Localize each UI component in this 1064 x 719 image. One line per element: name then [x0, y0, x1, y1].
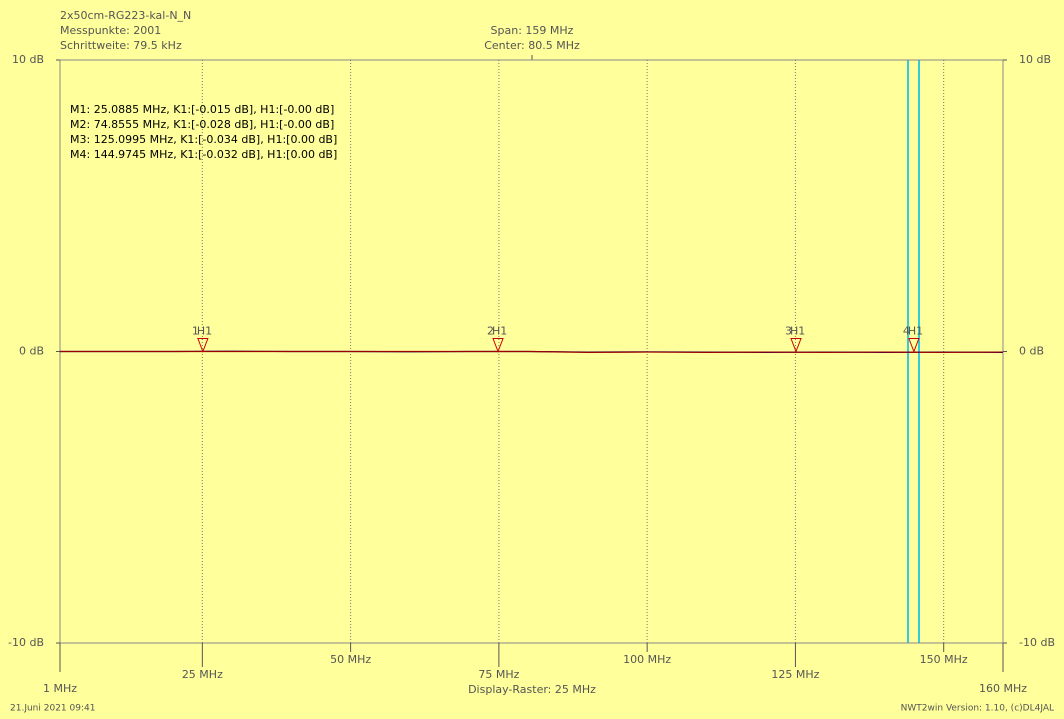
marker-info: M1: 25.0885 MHz, K1:[-0.015 dB], H1:[-0.…: [70, 103, 334, 116]
marker-info: M2: 74.8555 MHz, K1:[-0.028 dB], H1:[-0.…: [70, 118, 334, 131]
date: 21.Juni 2021 09:41: [10, 704, 95, 714]
marker: [908, 338, 920, 353]
marker-info: M4: 144.9745 MHz, K1:[-0.032 dB], H1:[0.…: [70, 148, 337, 161]
marker-label: 4: [903, 325, 910, 338]
marker-label: 2: [487, 325, 494, 338]
y-tick-label: 0 dB: [19, 345, 44, 358]
marker-trace: H1: [197, 325, 212, 338]
x-tick-label: 75 MHz: [478, 668, 519, 681]
x-tick-label: 150 MHz: [920, 653, 968, 666]
marker-label: 3: [785, 325, 792, 338]
info: Schrittweite: 79.5 kHz: [60, 39, 182, 52]
y2-tick-label: 0 dB: [1019, 345, 1044, 358]
span: Span: 159 MHz: [491, 24, 574, 37]
info: Messpunkte: 2001: [60, 24, 161, 37]
marker: [197, 338, 209, 353]
marker-trace: H1: [908, 325, 923, 338]
x-tick-label: 125 MHz: [771, 668, 819, 681]
y-tick-label: 10 dB: [12, 53, 44, 66]
version: NWT2win Version: 1.10, (c)DL4JAL: [901, 704, 1054, 714]
raster: Display-Raster: 25 MHz: [468, 683, 596, 696]
x-tick-label: 100 MHz: [623, 653, 671, 666]
x-tick-label: 1 MHz: [43, 682, 77, 695]
marker: [790, 338, 802, 353]
marker-trace: H1: [492, 325, 507, 338]
center: Center: 80.5 MHz: [484, 39, 580, 52]
y-tick-label: -10 dB: [8, 636, 44, 649]
x-tick-label: 25 MHz: [182, 668, 223, 681]
marker-info: M3: 125.0995 MHz, K1:[-0.034 dB], H1:[0.…: [70, 133, 337, 146]
x-tick-label: 160 MHz: [979, 682, 1027, 695]
y2-tick-label: -10 dB: [1019, 636, 1055, 649]
trace: [60, 350, 1004, 353]
x-tick-label: 50 MHz: [330, 653, 371, 666]
marker-trace: H1: [790, 325, 805, 338]
y2-tick-label: 10 dB: [1019, 53, 1051, 66]
marker-label: 1: [192, 325, 199, 338]
chart-title: 2x50cm-RG223-kal-N_N: [60, 9, 191, 22]
marker: [492, 338, 504, 353]
